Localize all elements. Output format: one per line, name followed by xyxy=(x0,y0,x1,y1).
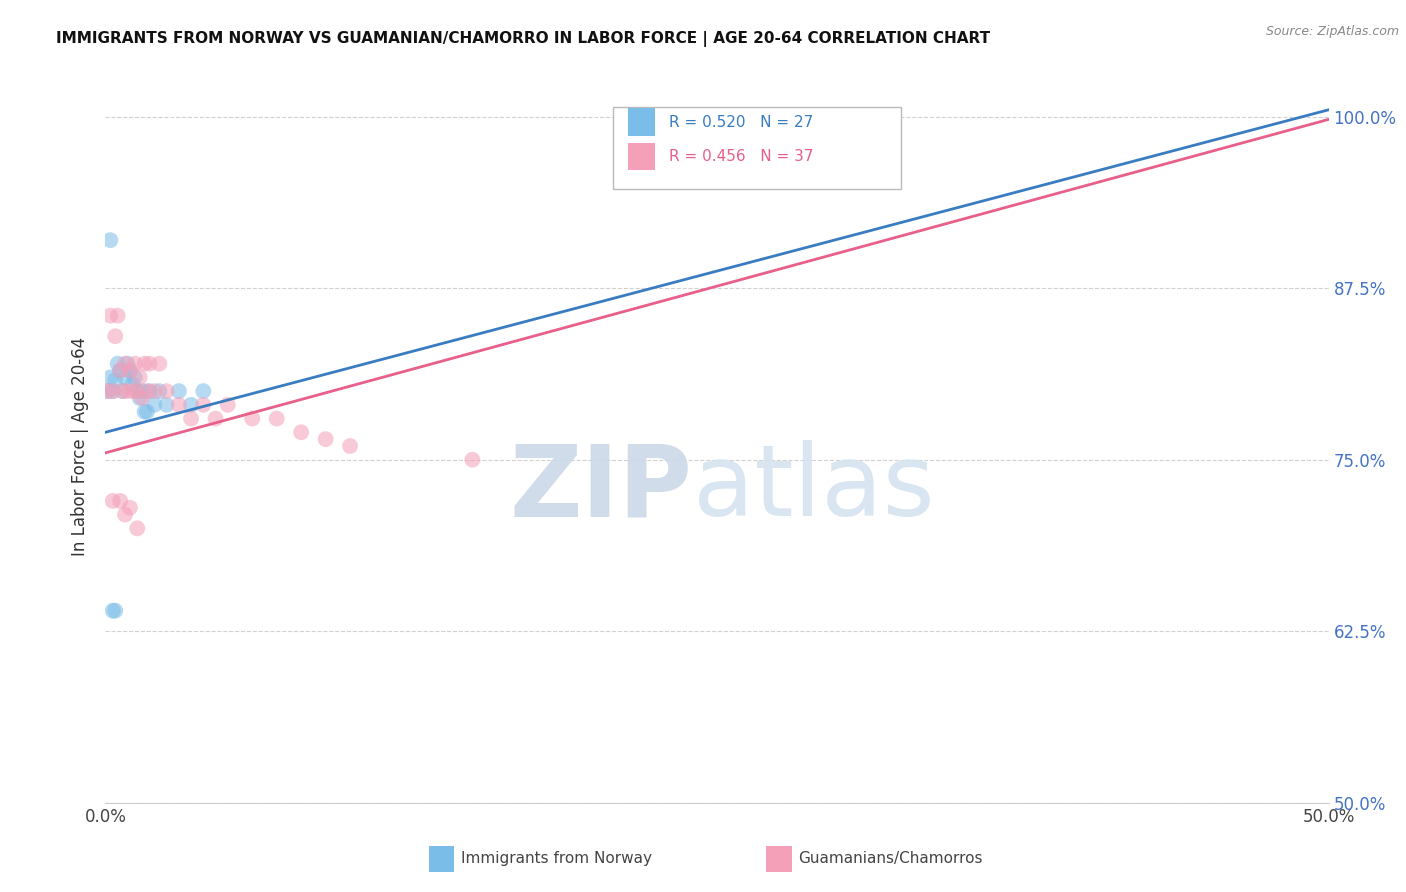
Point xyxy=(193,398,215,412)
Point xyxy=(101,604,124,618)
Bar xyxy=(627,143,655,169)
Point xyxy=(127,384,149,398)
Point xyxy=(131,384,153,398)
Point xyxy=(118,363,141,377)
Point xyxy=(217,398,239,412)
Point xyxy=(143,384,166,398)
Point xyxy=(124,357,146,371)
Point xyxy=(108,494,131,508)
Point xyxy=(104,373,127,387)
Point xyxy=(136,405,159,419)
Point xyxy=(117,357,139,371)
Point xyxy=(121,377,143,392)
Point xyxy=(148,357,170,371)
Text: R = 0.456   N = 37: R = 0.456 N = 37 xyxy=(669,149,814,164)
Point xyxy=(131,391,153,405)
Point xyxy=(97,384,120,398)
Point xyxy=(98,370,121,384)
Point xyxy=(138,357,160,371)
Point xyxy=(240,411,263,425)
Text: Guamanians/Chamorros: Guamanians/Chamorros xyxy=(799,852,983,866)
Point xyxy=(127,521,149,535)
Point xyxy=(104,329,127,343)
Point xyxy=(134,357,156,371)
Point xyxy=(180,398,202,412)
Point xyxy=(128,391,150,405)
Point xyxy=(290,425,312,440)
Point xyxy=(124,370,146,384)
Point xyxy=(180,411,202,425)
Text: Source: ZipAtlas.com: Source: ZipAtlas.com xyxy=(1265,25,1399,38)
Text: Immigrants from Norway: Immigrants from Norway xyxy=(461,852,652,866)
Point xyxy=(127,384,149,398)
Y-axis label: In Labor Force | Age 20-64: In Labor Force | Age 20-64 xyxy=(72,336,90,556)
Point xyxy=(128,370,150,384)
Point xyxy=(114,357,136,371)
Point xyxy=(107,357,129,371)
Point xyxy=(107,309,129,323)
Point xyxy=(148,384,170,398)
Point xyxy=(101,494,124,508)
Point xyxy=(118,500,141,515)
Point xyxy=(108,363,131,377)
Point xyxy=(98,309,121,323)
Point xyxy=(167,384,190,398)
Text: R = 0.520   N = 27: R = 0.520 N = 27 xyxy=(669,114,814,129)
FancyBboxPatch shape xyxy=(613,107,900,189)
Point xyxy=(101,384,124,398)
Point xyxy=(118,363,141,377)
Text: IMMIGRANTS FROM NORWAY VS GUAMANIAN/CHAMORRO IN LABOR FORCE | AGE 20-64 CORRELAT: IMMIGRANTS FROM NORWAY VS GUAMANIAN/CHAM… xyxy=(56,31,990,47)
Point xyxy=(339,439,361,453)
Point xyxy=(156,398,179,412)
Text: atlas: atlas xyxy=(693,441,934,537)
Point xyxy=(156,384,179,398)
Point xyxy=(108,363,131,377)
Point xyxy=(315,432,337,446)
Point xyxy=(134,405,156,419)
Point xyxy=(114,370,136,384)
Bar xyxy=(627,109,655,136)
Point xyxy=(136,384,159,398)
Point xyxy=(121,384,143,398)
Point xyxy=(117,384,139,398)
Point xyxy=(193,384,215,398)
Point xyxy=(104,604,127,618)
Point xyxy=(266,411,288,425)
Point xyxy=(114,508,136,522)
Point xyxy=(461,452,484,467)
Point xyxy=(143,398,166,412)
Point xyxy=(167,398,190,412)
Point xyxy=(111,384,134,398)
Point xyxy=(138,384,160,398)
Point xyxy=(111,384,134,398)
Text: ZIP: ZIP xyxy=(510,441,693,537)
Point xyxy=(204,411,226,425)
Point xyxy=(101,384,124,398)
Point xyxy=(97,384,120,398)
Point xyxy=(98,233,121,247)
